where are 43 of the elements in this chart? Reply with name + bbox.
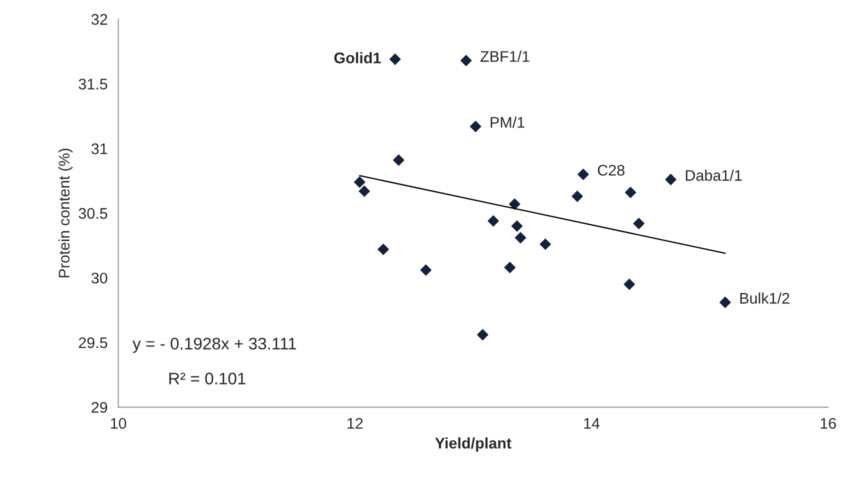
point <box>504 262 516 274</box>
point <box>633 218 645 230</box>
annotation: PM/1 <box>490 116 524 128</box>
point <box>420 264 432 276</box>
y-tick-label: 31.5 <box>78 78 108 90</box>
y-tick-label: 29.5 <box>78 337 108 348</box>
point <box>508 198 520 210</box>
annotation: R² = 0.101 <box>169 372 246 384</box>
point <box>354 176 366 188</box>
point <box>378 244 389 256</box>
point <box>488 215 499 227</box>
point <box>392 154 404 166</box>
point <box>719 296 731 308</box>
annotation: y = - 0.1928x + 33.111 <box>132 338 296 353</box>
point <box>540 238 552 250</box>
point <box>624 186 636 198</box>
point <box>514 232 526 244</box>
y-tick-label: 30.5 <box>78 208 108 219</box>
annotation: Golid1 <box>334 52 381 64</box>
point <box>470 120 482 132</box>
annotation: C28 <box>598 164 624 176</box>
point <box>476 329 488 340</box>
point <box>389 54 401 65</box>
annotation: Bulk1/2 <box>740 292 790 304</box>
x-tick-label: 10 <box>110 418 126 429</box>
point <box>358 185 370 197</box>
y-tick-label: 31 <box>91 143 108 154</box>
point <box>578 168 589 180</box>
y-tick-label: 30 <box>91 272 108 284</box>
y-axis-title: Protein content (%) <box>58 148 73 278</box>
point <box>624 278 636 290</box>
annotation: Daba1/1 <box>686 170 742 181</box>
x-axis-title: Yield/plant <box>435 437 512 452</box>
point <box>511 220 523 232</box>
x-tick-label: 14 <box>584 418 600 429</box>
y-tick-label: 32 <box>91 14 108 25</box>
annotation: ZBF1/1 <box>480 50 530 62</box>
point <box>665 174 676 186</box>
y-tick-label: 29 <box>92 402 108 413</box>
x-tick-label: 12 <box>348 418 363 429</box>
point <box>460 54 472 66</box>
x-tick-label: 16 <box>820 418 836 429</box>
point <box>572 190 583 202</box>
